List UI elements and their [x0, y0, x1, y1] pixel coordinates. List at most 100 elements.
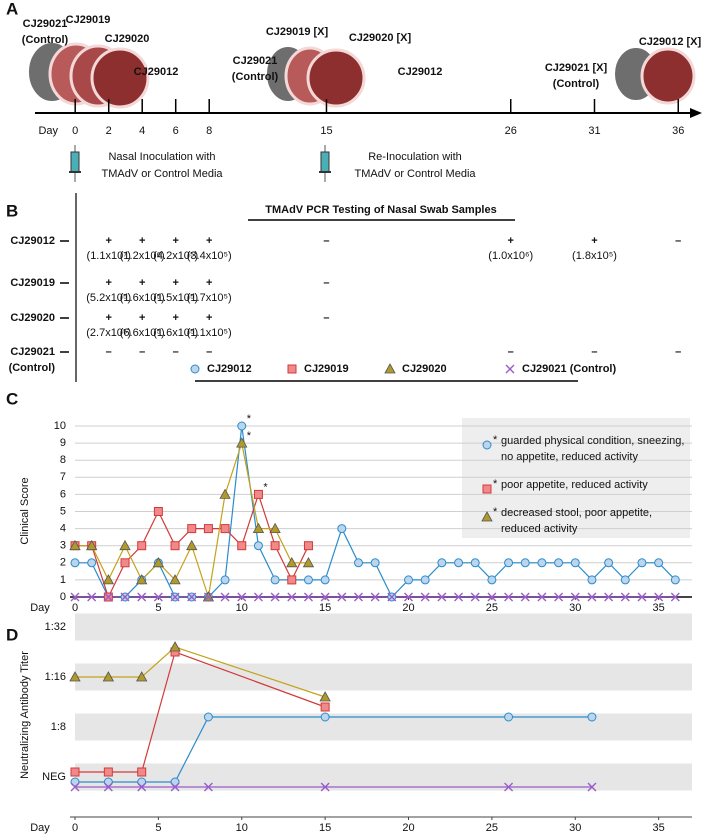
peak-asterisk: * [263, 481, 268, 493]
marker [236, 437, 248, 448]
x-tick-label: 35 [653, 602, 665, 614]
marker [137, 541, 147, 551]
marker [270, 592, 280, 602]
marker [319, 691, 331, 702]
marker [253, 541, 263, 551]
marker [554, 558, 564, 568]
x-tick-label: 5 [155, 822, 161, 834]
pcr-copies: (1.2x10⁶) [120, 250, 165, 262]
pcr-result: – [508, 346, 514, 358]
pcr-result: – [139, 346, 145, 358]
timeline-tick-label: 4 [139, 125, 145, 137]
pcr-result: – [173, 346, 179, 358]
marker [384, 363, 396, 374]
series-line [75, 440, 309, 598]
pcr-result: + [105, 235, 111, 247]
marker [420, 575, 430, 585]
x-tick-label: 15 [319, 602, 331, 614]
animal-label: (Control) [553, 78, 600, 90]
animal-label: CJ29021 [X] [545, 62, 608, 74]
timeline-tick-label: 2 [106, 125, 112, 137]
band [75, 613, 692, 641]
y-tick-label: 0 [60, 591, 66, 603]
pcr-result: – [323, 235, 329, 247]
pcr-result: + [172, 235, 178, 247]
y-tick-label: 9 [60, 437, 66, 449]
pcr-copies: (1.6x10⁵) [120, 292, 165, 304]
marker [587, 782, 597, 792]
marker [604, 558, 614, 568]
marker [370, 558, 380, 568]
marker [654, 558, 664, 568]
marker [102, 671, 115, 682]
marker [120, 592, 130, 602]
x-tick-label: 15 [319, 822, 331, 834]
marker [353, 592, 363, 602]
note-text: reduced activity [501, 523, 578, 535]
y-tick-label: 1:32 [45, 621, 66, 633]
marker [252, 522, 265, 533]
pcr-result: + [172, 312, 178, 324]
marker [337, 524, 347, 534]
marker [70, 558, 80, 568]
monkey-art [27, 41, 696, 109]
animal-label: CJ29019 [X] [266, 26, 329, 38]
marker [404, 592, 414, 602]
animal-label: CJ29019 [66, 14, 111, 26]
marker [119, 539, 131, 551]
marker [587, 592, 597, 602]
y-tick-label: 6 [60, 488, 66, 500]
table-title: TMAdV PCR Testing of Nasal Swab Samples [265, 204, 496, 216]
marker [320, 575, 330, 585]
marker [320, 592, 330, 602]
marker [537, 592, 547, 602]
marker [120, 558, 130, 568]
marker [504, 558, 514, 568]
pcr-result: – [106, 346, 112, 358]
marker [287, 575, 297, 585]
marker [482, 484, 492, 494]
marker [537, 558, 547, 568]
marker [470, 592, 480, 602]
pcr-copies: (1.1x10⁷) [87, 250, 131, 262]
marker [437, 558, 447, 568]
marker [620, 575, 630, 585]
marker [303, 541, 313, 551]
y-tick-label: 2 [60, 557, 66, 569]
x-tick-label: 10 [236, 822, 248, 834]
marker [570, 592, 580, 602]
legend-label: CJ29020 [402, 363, 447, 375]
marker [481, 511, 493, 522]
marker [136, 574, 148, 585]
pcr-result: – [591, 346, 597, 358]
timeline-tick-label: 6 [173, 125, 179, 137]
marker [237, 541, 247, 551]
animal-label: CJ29021 [233, 55, 278, 67]
marker [70, 767, 80, 777]
pcr-result: – [323, 277, 329, 289]
marker [220, 575, 230, 585]
timeline-tick-label: 31 [588, 125, 600, 137]
marker [170, 592, 180, 602]
marker [337, 592, 347, 602]
animal-label: (Control) [232, 71, 279, 83]
y-tick-label: 5 [60, 505, 66, 517]
event-note: Re-Inoculation with [368, 151, 462, 163]
legend-label: CJ29012 [207, 363, 252, 375]
marker [302, 556, 315, 568]
pcr-result: + [139, 277, 145, 289]
note-text: decreased stool, poor appetite, [501, 507, 652, 519]
pcr-copies: (1.6x10⁵) [153, 327, 198, 339]
marker [87, 592, 97, 602]
marker [520, 558, 530, 568]
marker [169, 641, 181, 652]
marker [387, 592, 397, 602]
marker [186, 539, 198, 551]
pcr-copies: (1.7x10⁵) [187, 292, 232, 304]
marker [170, 782, 180, 792]
marker [220, 592, 230, 602]
note-box [462, 418, 690, 538]
pcr-result: – [323, 312, 329, 324]
animal-label: CJ29020 [X] [349, 32, 412, 44]
